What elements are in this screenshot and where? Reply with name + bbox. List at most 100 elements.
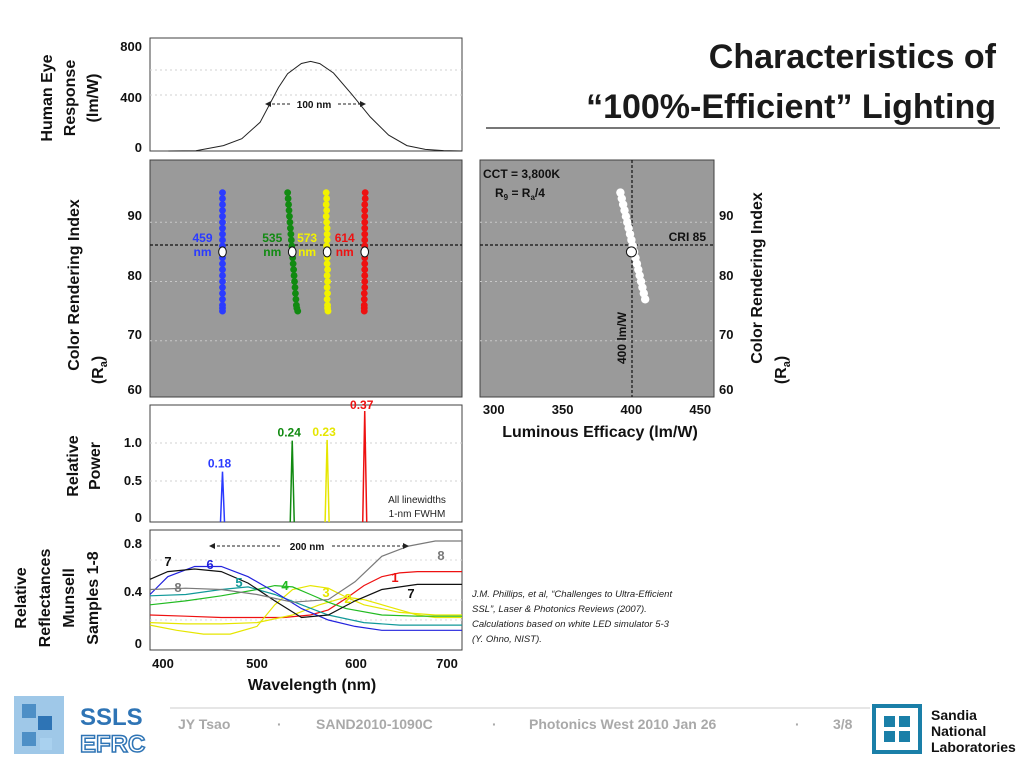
efficacy-ytick-label: 80 [719, 268, 733, 283]
footer-author: JY Tsao [178, 716, 230, 732]
eye-ytick-label: 0 [135, 140, 142, 155]
efficacy-point [640, 295, 650, 304]
cri-point [361, 260, 369, 268]
cri-point [361, 189, 369, 197]
cri-ytick-label: 60 [128, 382, 142, 397]
cri-point [219, 266, 226, 274]
reflectance-ytick-label: 0 [135, 636, 142, 651]
cri-point [289, 260, 297, 268]
cri-point [219, 189, 226, 197]
efficacy-ytick-label: 60 [719, 382, 733, 397]
cri-point [290, 266, 298, 274]
reflectance-series-label: 7 [407, 586, 414, 601]
cri-point [219, 278, 226, 285]
cri-point [219, 224, 226, 232]
bandwidth-annotation: 100 nm [265, 100, 366, 111]
cri-point [323, 195, 331, 202]
logo-ssls: SSLS [80, 704, 143, 731]
cri-point [286, 212, 293, 220]
cri-ytick-label: 70 [128, 327, 142, 342]
relative-power-plot-area [149, 404, 463, 523]
power-value-label: 0.37 [350, 398, 374, 412]
cri-point [287, 224, 294, 232]
cri-point [361, 224, 369, 232]
wavelength-label: 573 [297, 231, 317, 245]
cri-point [324, 266, 331, 274]
footer-sep-3: · [795, 716, 800, 732]
cri-efficacy-chart: CCT = 3,800K R9 = Ra/4 CRI 85 400 lm/W 9… [479, 159, 793, 441]
cri85-marker [218, 246, 227, 258]
reflectance-curve [149, 584, 462, 617]
cri-point [361, 218, 369, 226]
cri-point [287, 236, 295, 244]
efficacy-ylabel-sub: (Ra) [773, 356, 793, 384]
reflectance-curve [149, 540, 462, 603]
efficacy-xtick-label: 350 [552, 402, 574, 417]
cri-ylabel-line: Color Rendering Index [66, 199, 83, 371]
cri-point [287, 230, 295, 238]
reflectance-series-label: 3 [322, 585, 329, 600]
eye-ylabel-line: Human Eye [39, 54, 56, 141]
cri-point [284, 195, 292, 202]
bandwidth-label: 100 nm [297, 100, 332, 111]
eye-ytick-label: 400 [120, 90, 142, 105]
relative-power-chart: 0.180.24 0.230.37 1.00.50 All linewidths … [65, 398, 463, 525]
footer-sep-1: · [277, 716, 282, 732]
cri-point [360, 307, 368, 315]
power-ytick-label: 0.5 [124, 473, 142, 488]
cri-point [323, 207, 331, 214]
power-ytick-label: 0 [135, 510, 142, 525]
cri-point [324, 307, 332, 315]
slide-title-line2: “100%-Efficient” Lighting [586, 88, 996, 126]
cri-point [324, 289, 331, 297]
cri-point [323, 218, 331, 226]
span-annotation: 200 nm [209, 542, 409, 553]
footer-doc-id: SAND2010-1090C [316, 716, 433, 732]
efficacy-x-axis-label: Luminous Efficacy (lm/W) [502, 424, 698, 441]
eye-ytick-label: 800 [120, 39, 142, 54]
sandia-line2: National [931, 723, 986, 739]
reflectance-ylabel-line: Reflectances [37, 549, 54, 648]
cri-point [360, 295, 368, 303]
cri-point [285, 201, 292, 208]
cri-point [361, 195, 369, 202]
efficacy-400-label: 400 lm/W [615, 311, 629, 364]
reflectance-ylabel-line: Munsell [61, 568, 78, 628]
wavelength-xtick-label: 700 [436, 656, 458, 671]
wavelength-label: 459 [192, 231, 212, 245]
cri-point [323, 272, 331, 279]
power-line [219, 471, 226, 523]
reflectance-curve [149, 586, 462, 626]
footer-sep-2: · [492, 716, 497, 732]
reflectance-ytick-label: 0.4 [124, 584, 143, 599]
cri-point [292, 295, 300, 303]
power-line [324, 439, 330, 523]
cri85-marker [360, 246, 370, 258]
cri-point [219, 260, 226, 268]
wavelength-label: 614 [335, 231, 355, 245]
span-label: 200 nm [290, 542, 325, 553]
cri-point [361, 278, 369, 285]
efficacy-xtick-label: 450 [689, 402, 711, 417]
efficacy-ytick-label: 90 [719, 208, 733, 223]
cri-point [290, 272, 298, 279]
power-value-label: 0.24 [278, 426, 302, 440]
reflectance-series-label: 6 [206, 557, 213, 572]
sandia-logo: Sandia National Laboratories [872, 704, 1016, 755]
reflectance-ytick-label: 0.8 [124, 536, 142, 551]
efficacy-ytick-label: 70 [719, 327, 733, 342]
reflectance-series-label: 8 [174, 580, 181, 595]
reflectance-series-label: 4 [281, 578, 289, 593]
cri-point [291, 284, 299, 291]
power-line [361, 410, 368, 523]
reflectance-ylabel-line: Samples 1-8 [85, 551, 102, 644]
efficacy-xtick-label: 400 [621, 402, 643, 417]
cri-point [219, 218, 226, 226]
cri-wavelength-plot-area [149, 159, 463, 398]
cri-point [361, 266, 369, 274]
cri85-label: CRI 85 [669, 230, 707, 244]
eye-ylabel-line: Response [62, 60, 79, 137]
